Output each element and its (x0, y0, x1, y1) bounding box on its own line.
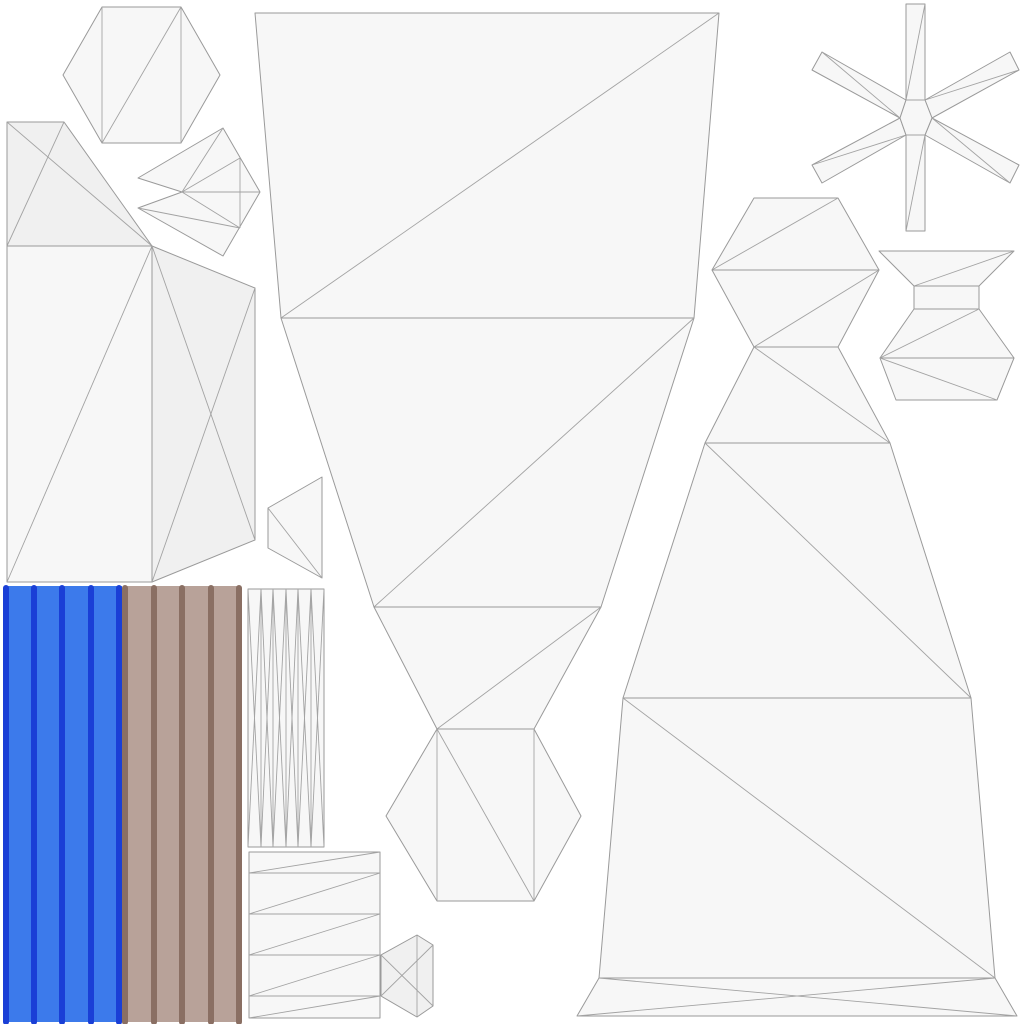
uv-island-left-house (6, 121, 256, 583)
uv-island-hexagon-top-left (62, 6, 221, 144)
uv-island-stacked-rect (248, 851, 381, 1019)
uv-island-right-column (576, 197, 1018, 1017)
edge (711, 197, 839, 271)
edge (622, 697, 996, 979)
face-hourglass-band (913, 285, 980, 310)
edge (181, 127, 224, 193)
face-center-mid (280, 317, 695, 608)
edge (297, 588, 312, 848)
edge (260, 588, 274, 848)
edge (753, 346, 891, 444)
edge (753, 269, 880, 348)
face-center-low (373, 606, 602, 730)
edge (272, 588, 287, 848)
edge (151, 287, 256, 583)
edge (380, 944, 434, 997)
face-right-hex-mid (711, 269, 880, 348)
uv-island-hourglass (878, 250, 1015, 401)
edge (267, 507, 323, 579)
face-stacked (248, 851, 381, 1019)
edge (704, 442, 972, 699)
face-star-arm-ul (811, 51, 907, 119)
face-star-arm-lr (924, 117, 1020, 184)
edge (248, 851, 381, 874)
uv-island-brown-stripes (122, 585, 242, 1024)
edge (905, 3, 926, 101)
edge (373, 317, 695, 608)
face-cap (380, 934, 434, 1018)
face-hourglass-mid (879, 308, 1015, 359)
edge (247, 588, 262, 848)
edge (811, 134, 907, 166)
edge (248, 913, 381, 956)
edge (181, 157, 241, 193)
edge (905, 134, 926, 232)
edge (821, 51, 901, 119)
edge (248, 872, 381, 915)
uv-island-pentagon-fan (137, 127, 261, 257)
face-star-center (899, 99, 933, 136)
edge (436, 606, 602, 730)
edge (6, 245, 153, 583)
edge (248, 954, 381, 997)
edge (598, 977, 1018, 1017)
edge (924, 69, 1020, 101)
face-hourglass-bottom (879, 357, 1015, 401)
face-right-middle (622, 442, 972, 699)
edge (310, 588, 325, 848)
uv-island-center-column (254, 12, 720, 902)
uv-island-blue-stripes (3, 585, 122, 1024)
edge (380, 954, 434, 1007)
edge (879, 357, 998, 401)
edge (6, 121, 153, 247)
edge (576, 977, 996, 1017)
edge (181, 191, 241, 229)
face-right-upper (704, 346, 891, 444)
edge (931, 117, 1011, 184)
edge (285, 588, 299, 848)
edge (436, 728, 535, 902)
face-right-hex-top (711, 197, 880, 271)
uv-island-small-cap (380, 934, 434, 1018)
edge (6, 121, 65, 247)
face-triangle (267, 476, 323, 579)
edge (879, 308, 980, 359)
face-wall-side (151, 245, 256, 583)
edge (913, 250, 1015, 287)
edge (248, 995, 381, 1019)
face-center-top (254, 12, 720, 319)
edge (151, 245, 256, 541)
uv-island-zigzag-strip (247, 588, 325, 848)
edge (280, 12, 720, 319)
face-center-hex (385, 728, 582, 902)
edge (137, 207, 241, 229)
uv-island-small-triangle (267, 476, 323, 579)
face-star-arm-ll (811, 117, 907, 184)
face-right-lower (598, 697, 996, 979)
edge (101, 6, 182, 144)
face-hourglass-top (878, 250, 1015, 287)
uv-island-star (811, 3, 1020, 232)
